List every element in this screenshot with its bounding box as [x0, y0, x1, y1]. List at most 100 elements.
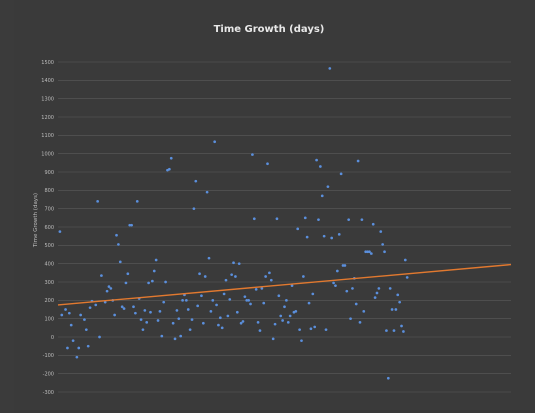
data-point	[205, 190, 209, 194]
y-tick-label: 1400	[41, 78, 54, 84]
data-point	[147, 281, 150, 285]
y-tick-label: 1200	[41, 115, 54, 121]
data-point	[151, 279, 154, 283]
data-point	[160, 334, 164, 338]
data-point	[132, 305, 135, 309]
data-point	[64, 308, 67, 311]
data-point	[169, 156, 173, 160]
data-point	[209, 309, 213, 313]
data-point	[118, 260, 122, 264]
data-point	[88, 306, 92, 310]
data-point	[241, 320, 245, 323]
data-point	[351, 287, 354, 290]
trend-line	[57, 263, 512, 306]
data-point	[298, 328, 301, 332]
data-point	[264, 275, 267, 278]
data-point	[217, 323, 220, 327]
chart-title: Time Growth (days)	[214, 24, 325, 35]
data-point	[171, 321, 175, 325]
data-point	[300, 339, 303, 343]
data-point	[203, 275, 207, 278]
data-point	[313, 325, 317, 329]
data-point	[375, 291, 379, 295]
data-point	[122, 307, 126, 310]
data-point	[362, 309, 366, 313]
data-point	[198, 272, 201, 276]
data-point	[288, 314, 292, 318]
data-point	[269, 278, 273, 282]
y-tick-label: -300	[43, 390, 54, 396]
data-point	[337, 232, 341, 236]
y-tick-label: 1500	[41, 60, 54, 66]
data-point	[200, 294, 203, 298]
data-point	[224, 278, 228, 282]
data-point	[330, 236, 334, 240]
data-point	[360, 218, 364, 222]
data-point	[364, 250, 368, 254]
data-point	[277, 294, 281, 298]
y-axis-label: Time Growth (days)	[33, 193, 39, 248]
data-point	[268, 271, 271, 275]
data-point	[168, 167, 171, 171]
data-point	[130, 223, 133, 227]
data-point	[341, 264, 345, 267]
data-point	[283, 305, 286, 309]
data-point	[213, 140, 217, 144]
data-point	[135, 199, 139, 203]
data-point	[115, 233, 118, 237]
data-point	[388, 287, 392, 290]
data-point	[71, 339, 75, 343]
data-point	[345, 289, 349, 293]
data-point	[377, 287, 381, 290]
data-point	[228, 298, 232, 301]
data-point	[156, 319, 160, 322]
data-point	[201, 321, 205, 325]
data-point	[302, 275, 305, 278]
data-point	[315, 158, 318, 162]
data-point	[349, 317, 352, 321]
data-point	[400, 324, 403, 328]
data-point	[100, 274, 103, 277]
data-point	[317, 218, 320, 222]
data-point	[67, 311, 71, 315]
left-edge-strip	[0, 0, 15, 413]
data-point	[311, 292, 315, 296]
data-point	[60, 313, 64, 317]
data-point	[256, 320, 260, 324]
y-tick-label: 900	[44, 170, 54, 176]
data-point	[290, 284, 294, 288]
y-tick-label: 1300	[41, 96, 54, 102]
data-point	[394, 308, 398, 311]
data-point	[354, 302, 358, 306]
data-point	[373, 296, 377, 299]
data-point	[328, 67, 332, 70]
data-point	[390, 308, 394, 311]
data-point	[260, 287, 264, 290]
data-point	[173, 337, 177, 341]
data-point	[98, 335, 101, 339]
data-point	[141, 328, 145, 332]
data-point	[398, 300, 401, 304]
data-point	[179, 334, 183, 338]
y-tick-label: 200	[44, 298, 54, 304]
y-tick-label: -100	[43, 353, 54, 359]
data-point	[243, 295, 247, 299]
scatter-chart: Time Growth (days) -300 -200 -100 0 100 200 30…	[33, 24, 512, 396]
data-point	[103, 300, 107, 304]
data-point	[220, 326, 224, 330]
data-point	[379, 230, 383, 233]
data-point	[75, 355, 79, 359]
data-point	[281, 319, 284, 322]
data-point	[230, 273, 233, 277]
y-tick-label: 1100	[41, 133, 54, 139]
data-point	[262, 301, 266, 305]
data-point	[381, 243, 384, 246]
data-point	[190, 318, 194, 321]
data-point	[232, 261, 235, 265]
y-tick-label: 600	[44, 225, 54, 231]
data-point	[286, 320, 290, 324]
data-point	[371, 222, 375, 226]
data-point	[249, 302, 252, 306]
data-point	[266, 162, 269, 166]
